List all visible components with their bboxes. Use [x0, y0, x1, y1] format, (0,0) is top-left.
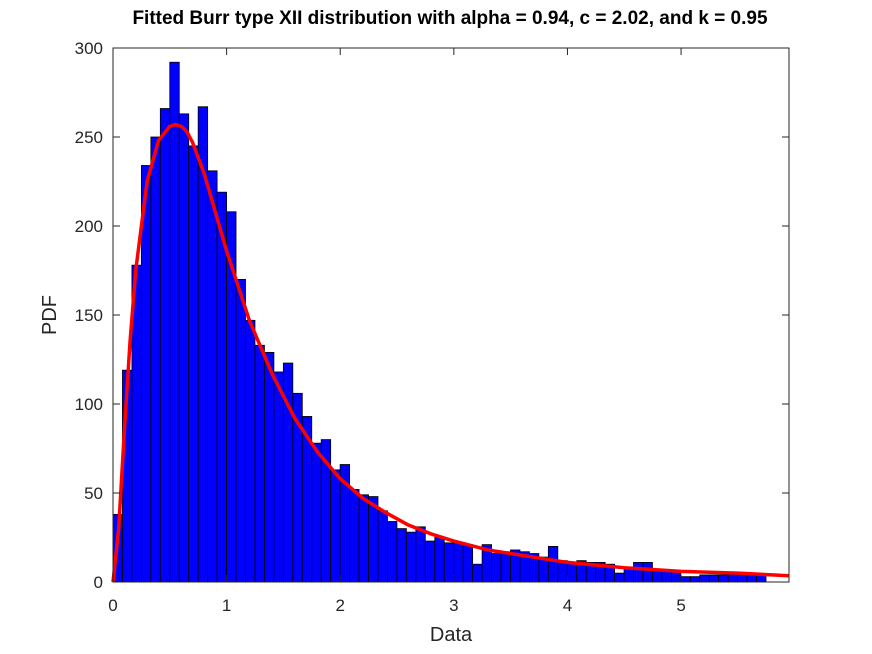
histogram-bar	[207, 170, 218, 583]
histogram-bar	[642, 562, 653, 583]
histogram-bar	[453, 542, 464, 583]
histogram-bar	[718, 574, 729, 583]
y-tick-label: 150	[75, 306, 103, 325]
histogram-bar	[500, 551, 511, 583]
histogram-bar	[254, 344, 265, 583]
histogram-bar	[377, 510, 388, 583]
histogram-bars	[112, 61, 767, 583]
x-tick-label: 5	[676, 596, 685, 615]
x-tick-label: 2	[335, 596, 344, 615]
histogram-bar	[614, 572, 625, 583]
histogram-bar	[330, 469, 341, 583]
x-tick-label: 0	[108, 596, 117, 615]
histogram-bar	[737, 574, 748, 583]
x-axis-label: Data	[430, 624, 473, 646]
histogram-bar	[311, 442, 322, 583]
x-tick-label: 3	[449, 596, 458, 615]
x-tick-label: 1	[222, 596, 231, 615]
histogram-bar	[159, 108, 171, 583]
histogram-bar	[472, 563, 483, 583]
histogram-bar	[547, 546, 559, 583]
y-tick-label: 200	[75, 217, 103, 236]
histogram-bar	[746, 574, 757, 583]
chart-title: Fitted Burr type XII distribution with a…	[132, 8, 768, 29]
histogram-bar	[566, 562, 578, 583]
y-tick-label: 0	[94, 573, 103, 592]
y-axis-label: PDF	[39, 295, 61, 335]
histogram-bar	[633, 562, 644, 583]
y-tick-label: 300	[75, 39, 103, 58]
histogram-bar	[405, 531, 417, 583]
histogram-bar	[462, 544, 474, 583]
histogram-bar	[491, 553, 502, 583]
histogram-bar	[358, 494, 369, 583]
histogram-bar	[434, 537, 445, 583]
histogram-bar	[699, 574, 710, 583]
y-tick-label: 250	[75, 128, 103, 147]
histogram-bar	[264, 351, 275, 583]
fit-curve	[111, 122, 790, 583]
histogram-bar	[368, 496, 379, 583]
y-tick-label: 100	[75, 395, 103, 414]
histogram-bar	[349, 489, 360, 583]
histogram-bar	[661, 570, 672, 583]
histogram-bar	[424, 540, 436, 583]
histogram-bar	[415, 526, 426, 583]
histogram-bar	[708, 574, 720, 583]
histogram-bar	[235, 278, 246, 583]
histogram-bar	[245, 319, 256, 583]
histogram-bar	[396, 528, 407, 583]
histogram-bar	[169, 61, 180, 583]
histogram-bar	[273, 371, 284, 583]
histogram-bar	[178, 113, 190, 583]
histogram-bar	[387, 521, 398, 583]
histogram-bar	[680, 576, 691, 583]
histogram-bar	[188, 145, 199, 583]
histogram-bar	[689, 576, 701, 583]
histogram-bar	[443, 542, 455, 583]
y-tick-label: 50	[84, 484, 103, 503]
histogram-bar	[150, 136, 161, 583]
x-tick-label: 4	[563, 596, 572, 615]
